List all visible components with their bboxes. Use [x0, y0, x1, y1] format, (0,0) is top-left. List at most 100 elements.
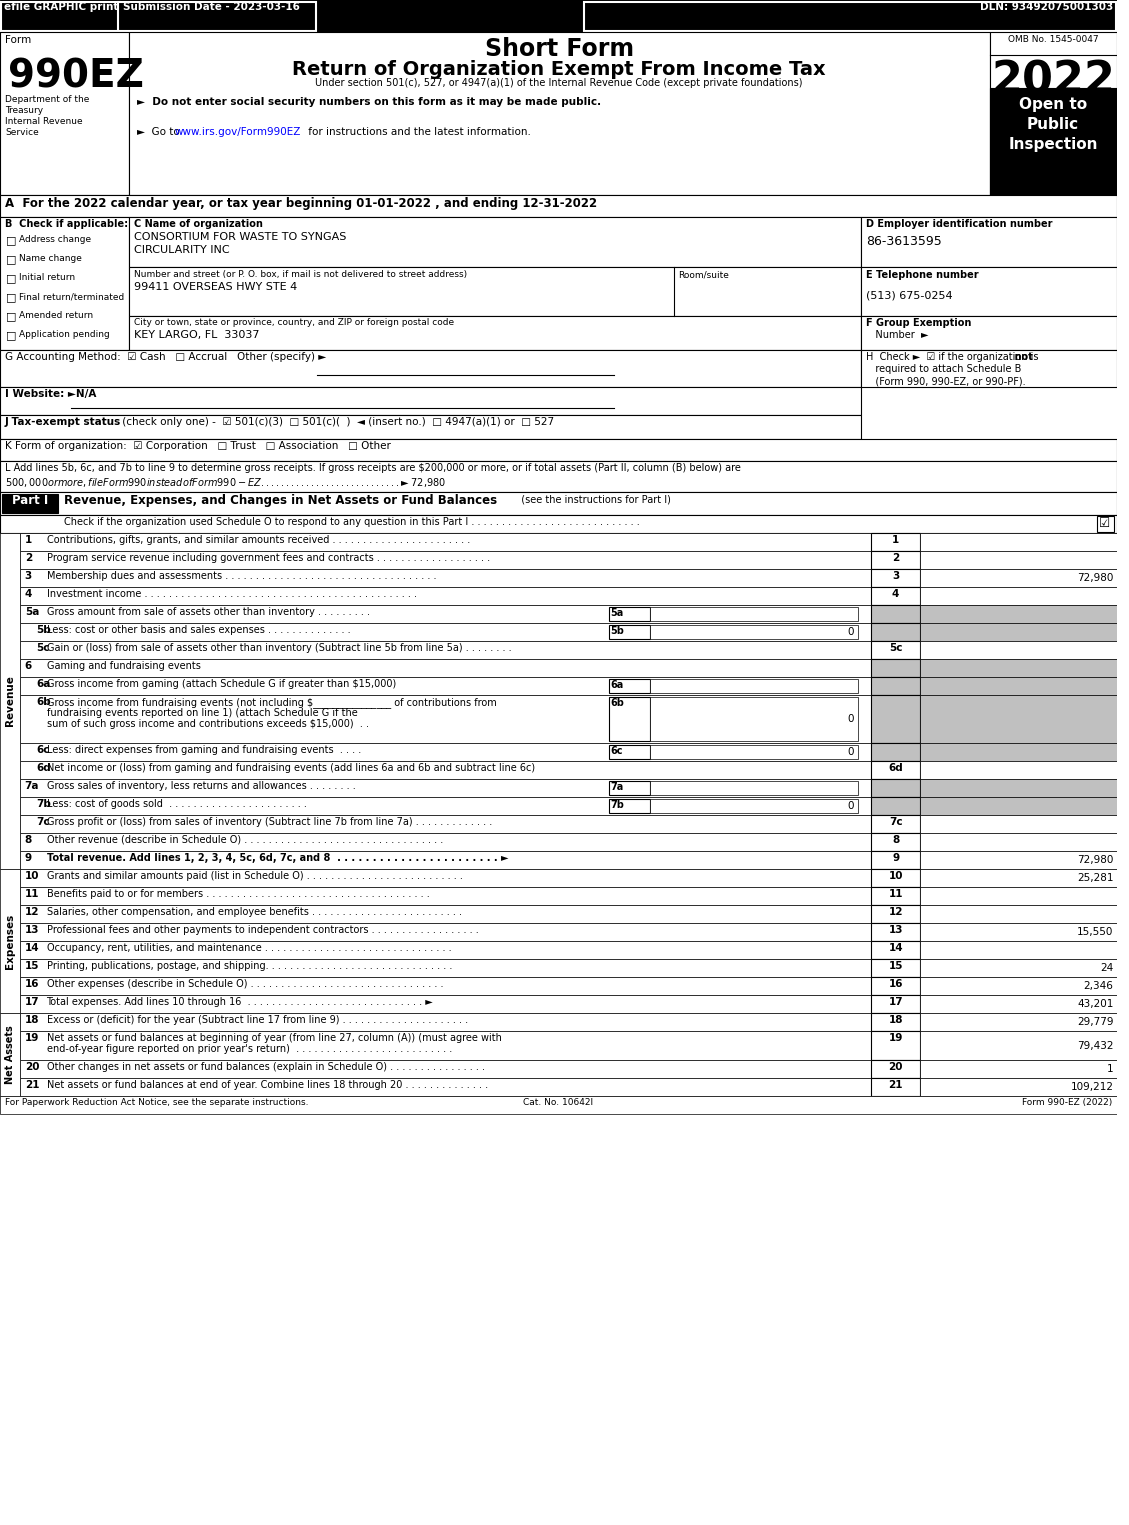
- Bar: [117, 2, 316, 30]
- Bar: [20, 659, 870, 677]
- Text: DLN: 93492075001303: DLN: 93492075001303: [980, 2, 1113, 12]
- Text: Number  ►: Number ►: [866, 329, 928, 340]
- Text: 10: 10: [25, 871, 40, 881]
- Bar: [129, 316, 861, 351]
- Text: Under section 501(c), 527, or 4947(a)(1) of the Internal Revenue Code (except pr: Under section 501(c), 527, or 4947(a)(1)…: [315, 78, 803, 88]
- Bar: [870, 569, 920, 587]
- Bar: [920, 1031, 1118, 1060]
- Bar: [920, 959, 1118, 978]
- Bar: [20, 624, 870, 640]
- Text: 7c: 7c: [36, 817, 51, 827]
- Bar: [870, 1013, 920, 1031]
- Bar: [870, 941, 920, 959]
- Text: 7b: 7b: [611, 801, 624, 810]
- Bar: [920, 569, 1118, 587]
- Bar: [20, 1078, 870, 1096]
- Text: Revenue: Revenue: [5, 676, 15, 726]
- Text: Treasury: Treasury: [5, 107, 43, 114]
- Text: CIRCULARITY INC: CIRCULARITY INC: [133, 246, 229, 255]
- Text: (513) 675-0254: (513) 675-0254: [866, 290, 953, 300]
- Text: required to attach Schedule B: required to attach Schedule B: [866, 364, 1022, 374]
- Text: 21: 21: [889, 1080, 903, 1090]
- Bar: [20, 695, 870, 743]
- Bar: [0, 387, 861, 415]
- Bar: [0, 439, 1118, 461]
- Bar: [20, 1013, 870, 1031]
- Text: 3: 3: [25, 570, 32, 581]
- Bar: [20, 798, 870, 814]
- Text: 72,980: 72,980: [1077, 573, 1113, 583]
- Bar: [20, 994, 870, 1013]
- Text: KEY LARGO, FL  33037: KEY LARGO, FL 33037: [133, 329, 260, 340]
- Text: www.irs.gov/Form990EZ: www.irs.gov/Form990EZ: [174, 127, 300, 137]
- Text: 6b: 6b: [36, 697, 51, 708]
- Text: 2,346: 2,346: [1084, 981, 1113, 991]
- Text: Total expenses. Add lines 10 through 16  . . . . . . . . . . . . . . . . . . . .: Total expenses. Add lines 10 through 16 …: [46, 997, 434, 1006]
- Text: (see the instructions for Part I): (see the instructions for Part I): [515, 494, 671, 503]
- Bar: [920, 624, 1118, 640]
- Bar: [870, 923, 920, 941]
- Bar: [20, 833, 870, 851]
- Bar: [920, 994, 1118, 1013]
- Text: Professional fees and other payments to independent contractors . . . . . . . . : Professional fees and other payments to …: [46, 926, 479, 935]
- Bar: [584, 2, 1117, 30]
- Text: Net assets or fund balances at end of year. Combine lines 18 through 20 . . . . : Net assets or fund balances at end of ye…: [46, 1080, 488, 1090]
- Bar: [650, 799, 858, 813]
- Bar: [20, 959, 870, 978]
- Bar: [20, 569, 870, 587]
- Text: efile GRAPHIC print: efile GRAPHIC print: [5, 2, 119, 12]
- Bar: [920, 761, 1118, 779]
- Bar: [129, 217, 861, 267]
- Bar: [650, 781, 858, 795]
- Bar: [861, 217, 1118, 267]
- Text: B  Check if applicable:: B Check if applicable:: [5, 220, 128, 229]
- Text: Number and street (or P. O. box, if mail is not delivered to street address): Number and street (or P. O. box, if mail…: [133, 270, 466, 279]
- Text: 109,212: 109,212: [1070, 1083, 1113, 1092]
- Bar: [870, 695, 920, 743]
- Bar: [650, 697, 858, 741]
- Bar: [609, 746, 650, 759]
- Bar: [20, 869, 870, 888]
- Bar: [1, 2, 120, 30]
- Text: Expenses: Expenses: [5, 913, 15, 968]
- Text: Open to: Open to: [1019, 98, 1087, 111]
- Text: 13: 13: [889, 926, 903, 935]
- Bar: [609, 781, 650, 795]
- Text: A  For the 2022 calendar year, or tax year beginning 01-01-2022 , and ending 12-: A For the 2022 calendar year, or tax yea…: [5, 197, 597, 210]
- Bar: [870, 551, 920, 569]
- Bar: [920, 551, 1118, 569]
- Text: 4: 4: [25, 589, 32, 599]
- Bar: [920, 779, 1118, 798]
- Text: Other revenue (describe in Schedule O) . . . . . . . . . . . . . . . . . . . . .: Other revenue (describe in Schedule O) .…: [46, 836, 443, 845]
- Text: 0: 0: [848, 747, 855, 756]
- Text: ►  Go to: ► Go to: [137, 127, 183, 137]
- Bar: [920, 695, 1118, 743]
- Text: Less: direct expenses from gaming and fundraising events  . . . .: Less: direct expenses from gaming and fu…: [46, 746, 361, 755]
- Text: 7b: 7b: [36, 799, 52, 808]
- Text: ►  Do not enter social security numbers on this form as it may be made public.: ► Do not enter social security numbers o…: [137, 98, 601, 107]
- Text: 0: 0: [848, 714, 855, 724]
- Text: Gross sales of inventory, less returns and allowances . . . . . . . .: Gross sales of inventory, less returns a…: [46, 781, 356, 791]
- Text: 11: 11: [889, 889, 903, 900]
- Text: Application pending: Application pending: [19, 329, 110, 339]
- Bar: [870, 779, 920, 798]
- Text: Total revenue. Add lines 1, 2, 3, 4, 5c, 6d, 7c, and 8  . . . . . . . . . . . . : Total revenue. Add lines 1, 2, 3, 4, 5c,…: [46, 852, 508, 863]
- Bar: [20, 587, 870, 605]
- Text: 0: 0: [848, 627, 855, 637]
- Text: Short Form: Short Form: [484, 37, 633, 61]
- Text: Initial return: Initial return: [19, 273, 75, 282]
- Text: City or town, state or province, country, and ZIP or foreign postal code: City or town, state or province, country…: [133, 319, 454, 326]
- Text: 1: 1: [892, 535, 900, 544]
- Text: 24: 24: [1100, 962, 1113, 973]
- Text: L Add lines 5b, 6c, and 7b to line 9 to determine gross receipts. If gross recei: L Add lines 5b, 6c, and 7b to line 9 to …: [5, 464, 741, 473]
- Text: Occupancy, rent, utilities, and maintenance . . . . . . . . . . . . . . . . . . : Occupancy, rent, utilities, and maintena…: [46, 942, 452, 953]
- Bar: [129, 32, 990, 195]
- Bar: [920, 941, 1118, 959]
- Text: 79,432: 79,432: [1077, 1040, 1113, 1051]
- Bar: [920, 888, 1118, 904]
- Bar: [870, 904, 920, 923]
- Text: Less: cost or other basis and sales expenses . . . . . . . . . . . . . .: Less: cost or other basis and sales expe…: [46, 625, 350, 634]
- Bar: [20, 1031, 870, 1060]
- Text: □: □: [6, 273, 17, 284]
- Text: 20: 20: [889, 1061, 903, 1072]
